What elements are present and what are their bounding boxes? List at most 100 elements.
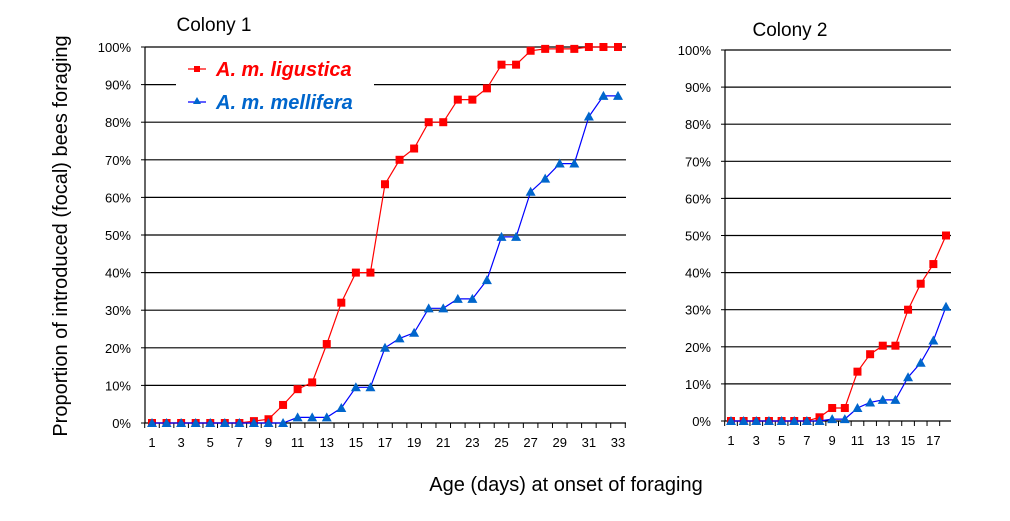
ligustica-point: [840, 404, 849, 413]
legend-square-icon: [194, 66, 200, 72]
mellifera-point: [292, 412, 303, 422]
legend-background: [176, 55, 374, 119]
x-tick-label: 9: [829, 433, 836, 448]
y-tick-label: 100%: [98, 40, 132, 55]
ligustica-point: [555, 44, 564, 53]
ligustica-point: [293, 385, 302, 394]
mellifera-point: [903, 372, 914, 382]
ligustica-point: [526, 46, 535, 55]
x-tick-label: 27: [523, 435, 537, 450]
y-tick-label: 40%: [685, 266, 711, 281]
x-axis-title: Age (days) at onset of foraging: [429, 474, 703, 496]
ligustica-point: [512, 60, 521, 69]
y-tick-label: 40%: [105, 266, 131, 281]
x-tick-label: 17: [926, 433, 940, 448]
mellifera-point: [789, 416, 800, 425]
y-tick-label: 50%: [685, 229, 711, 244]
legend: A. m. ligustica A. m. mellifera: [176, 55, 374, 119]
y-tick-label: 80%: [105, 115, 131, 130]
x-tick-label: 7: [803, 433, 810, 448]
mellifera-point: [751, 416, 762, 425]
ligustica-point: [853, 367, 862, 376]
mellifera-point: [877, 394, 888, 404]
ligustica-point: [929, 260, 938, 269]
x-tick-label: 33: [611, 435, 625, 450]
mellifera-point: [928, 335, 939, 345]
mellifera-point: [583, 111, 594, 121]
y-axis-title: Proportion of introduced (focal) bees fo…: [50, 35, 72, 436]
y-tick-label: 0%: [112, 416, 131, 431]
ligustica-point: [395, 155, 404, 164]
mellifera-point: [307, 412, 318, 422]
mellifera-point: [598, 90, 609, 100]
mellifera-point: [481, 275, 492, 285]
mellifera-line: [731, 306, 947, 422]
y-tick-label: 80%: [685, 117, 711, 132]
mellifera-point: [511, 231, 522, 241]
ligustica-point: [916, 279, 925, 288]
mellifera-point: [525, 186, 536, 196]
x-tick-label: 25: [494, 435, 508, 450]
y-tick-label: 90%: [105, 78, 131, 93]
legend-label-mellifera: A. m. mellifera: [215, 92, 353, 114]
mellifera-point: [409, 327, 420, 337]
x-tick-label: 15: [349, 435, 363, 450]
y-tick-label: 20%: [685, 340, 711, 355]
ligustica-point: [878, 341, 887, 350]
y-tick-label: 10%: [105, 378, 131, 393]
mellifera-point: [263, 418, 274, 427]
y-tick-label: 60%: [105, 190, 131, 205]
ligustica-point: [410, 144, 419, 153]
mellifera-point: [915, 357, 926, 367]
mellifera-point: [190, 418, 201, 427]
panel-title: Colony 1: [177, 15, 252, 36]
y-tick-label: 70%: [105, 153, 131, 168]
ligustica-point: [381, 180, 389, 189]
x-tick-label: 11: [291, 435, 305, 450]
ligustica-point: [453, 95, 462, 104]
ligustica-point: [614, 43, 622, 51]
ligustica-point: [570, 44, 579, 53]
ligustica-point: [337, 298, 346, 307]
mellifera-point: [827, 414, 838, 424]
mellifera-point: [336, 402, 347, 412]
x-tick-label: 1: [148, 435, 155, 450]
x-tick-label: 31: [582, 435, 596, 450]
ligustica-point: [351, 268, 360, 277]
x-tick-label: 7: [236, 435, 243, 450]
mellifera-point: [452, 293, 463, 303]
mellifera-point: [467, 293, 478, 303]
mellifera-point: [801, 416, 812, 425]
y-tick-label: 0%: [692, 414, 711, 429]
mellifera-point: [147, 418, 157, 427]
mellifera-point: [865, 397, 876, 407]
ligustica-point: [891, 341, 900, 350]
mellifera-point: [176, 418, 187, 427]
x-tick-label: 13: [320, 435, 334, 450]
y-tick-label: 30%: [685, 303, 711, 318]
mellifera-point: [423, 303, 434, 313]
mellifera-point: [814, 416, 825, 425]
y-tick-label: 30%: [105, 303, 131, 318]
mellifera-point: [438, 303, 449, 313]
x-tick-label: 29: [553, 435, 567, 450]
ligustica-point: [424, 118, 433, 127]
mellifera-point: [569, 158, 580, 168]
legend-label-ligustica: A. m. ligustica: [215, 59, 352, 81]
mellifera-point: [496, 231, 507, 241]
mellifera-point: [278, 418, 289, 427]
x-tick-label: 21: [436, 435, 450, 450]
x-tick-label: 3: [178, 435, 185, 450]
mellifera-point: [776, 416, 787, 425]
ligustica-point: [904, 305, 913, 314]
ligustica-point: [366, 268, 375, 277]
mellifera-point: [941, 301, 951, 311]
ligustica-point: [584, 43, 593, 51]
x-tick-label: 5: [778, 433, 785, 448]
x-tick-label: 13: [876, 433, 890, 448]
mellifera-point: [161, 418, 172, 427]
x-tick-label: 1: [727, 433, 734, 448]
ligustica-point: [439, 118, 448, 127]
mellifera-point: [394, 333, 405, 343]
